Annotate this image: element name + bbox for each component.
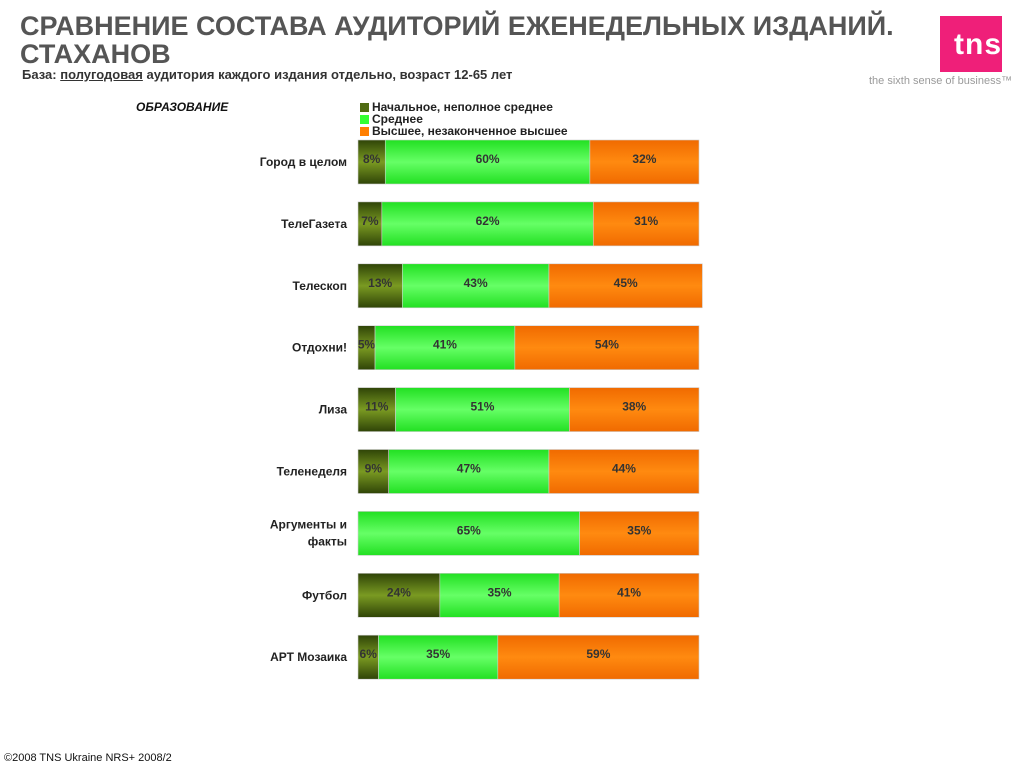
subtitle: База: полугодовая аудитория каждого изда… [22,67,512,82]
footer-copyright: ©2008 TNS Ukraine NRS+ 2008/2 [4,752,172,764]
data-label: 32% [632,152,656,166]
legend-item-higher: Высшее, незаконченное высшее [360,125,568,137]
data-label: 35% [487,585,511,599]
bar-segment [589,139,700,185]
category-label: Лиза [319,403,348,417]
subtitle-underlined: полугодовая [60,67,143,82]
subtitle-rest: аудитория каждого издания отдельно, возр… [146,67,513,82]
legend-label: Высшее, незаконченное высшее [372,124,568,138]
data-label: 41% [617,585,641,599]
data-label: 51% [470,400,494,414]
title-line-1: СРАВНЕНИЕ СОСТАВА АУДИТОРИЙ ЕЖЕНЕДЕЛЬНЫХ… [20,11,894,41]
chart-legend: Начальное, неполное среднее Среднее Высш… [360,101,568,137]
data-label: 31% [634,214,658,228]
bar-segment [402,263,550,309]
data-label: 6% [360,647,378,661]
legend-swatch [360,114,369,124]
bar-segment [497,634,700,680]
bar-segment [357,387,396,432]
bar-segment [569,387,700,432]
bar-segment [439,572,560,618]
data-label: 62% [476,214,500,228]
data-label: 43% [464,276,488,290]
data-label: 5% [358,338,376,352]
data-label: 7% [361,214,379,228]
legend-swatch [360,126,369,136]
data-label: 60% [476,152,500,166]
data-label: 38% [622,400,646,414]
data-label: 41% [433,338,457,352]
bar-segment [378,634,499,680]
legend-label: Начальное, неполное среднее [372,100,553,114]
category-label: Город в целом [260,155,347,169]
data-label: 59% [586,647,610,661]
section-label: ОБРАЗОВАНИЕ [136,100,229,114]
bar-segment [357,263,403,309]
category-label: Аргументы и факты [270,517,347,548]
category-label: Теленеделя [277,465,347,479]
category-label: Футбол [302,588,347,602]
bar-segment [357,572,441,618]
bar-segment [357,511,580,556]
bar-segment [548,263,703,309]
data-label: 35% [426,647,450,661]
category-label: ТелеГазета [281,217,347,231]
data-label: 9% [365,462,383,476]
bar-segment [381,201,594,247]
data-label: 35% [627,523,651,537]
data-label: 24% [387,585,411,599]
data-label: 47% [457,462,481,476]
title-line-2: СТАХАНОВ [20,39,171,69]
bar-segment [548,449,700,494]
bar-segment [558,572,700,618]
bar-segment [357,449,389,494]
subtitle-prefix: База: [22,67,57,82]
bar-segment [384,139,591,185]
data-label: 45% [614,276,638,290]
bar-segment [514,325,700,371]
data-label: 65% [457,523,481,537]
data-label: 54% [595,338,619,352]
page-title: СРАВНЕНИЕ СОСТАВА АУДИТОРИЙ ЕЖЕНЕДЕЛЬНЫХ… [20,12,940,68]
legend-item-secondary: Среднее [360,113,568,125]
bar-segment [579,511,700,556]
legend-swatch [360,102,369,112]
bar-segment [374,325,516,371]
logo-tagline: the sixth sense of business™ [869,75,1013,87]
logo-text: tns [954,28,1002,61]
data-label: 11% [365,400,389,414]
legend-label: Среднее [372,112,423,126]
data-label: 13% [368,276,392,290]
category-label: Отдохни! [292,341,347,355]
data-label: 44% [612,462,636,476]
category-label: Телескоп [293,279,348,293]
data-label: 8% [363,152,381,166]
tns-logo [940,16,1002,72]
category-label: АРТ Мозаика [270,650,347,664]
bar-segment [388,449,550,494]
bar-segment [592,201,700,247]
bar-segment [357,139,386,185]
legend-item-primary: Начальное, неполное среднее [360,101,568,113]
